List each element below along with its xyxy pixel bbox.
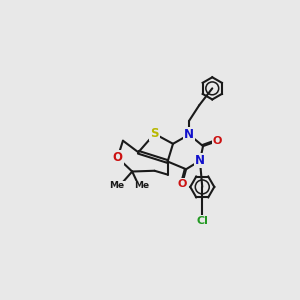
Text: S: S xyxy=(150,127,159,140)
Text: N: N xyxy=(184,128,194,141)
Text: Me: Me xyxy=(134,181,149,190)
Text: O: O xyxy=(177,178,187,188)
Text: Cl: Cl xyxy=(196,216,208,226)
Text: O: O xyxy=(213,136,222,146)
Text: O: O xyxy=(112,151,123,164)
Text: N: N xyxy=(195,154,205,167)
Text: Me: Me xyxy=(110,181,125,190)
